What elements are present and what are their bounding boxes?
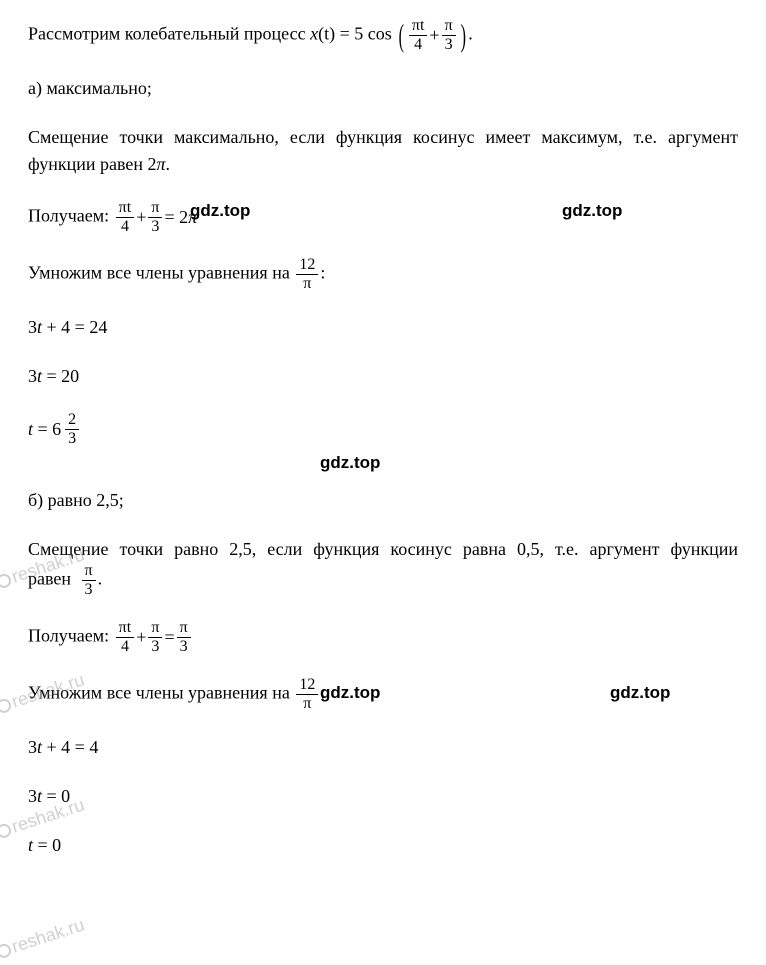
lparen: (	[399, 23, 404, 49]
watermark-gdz-3: gdz.top	[320, 450, 380, 476]
eq-b2: 3t = 0	[28, 783, 738, 810]
eq-a1: 3t + 4 = 24	[28, 314, 738, 341]
frac-b-desc: π 3	[82, 563, 96, 598]
frac-b2: π 3	[148, 620, 162, 655]
plus-1: +	[429, 22, 439, 49]
part-b-mult: Умножим все члены уравнения на 12 π :	[28, 677, 738, 712]
frac-12-pi-a: 12 π	[296, 257, 318, 292]
eq-a2: 3t = 20	[28, 363, 738, 390]
frac-b-rhs: π 3	[177, 620, 191, 655]
frac-23: 2 3	[65, 412, 79, 447]
part-b-label: б) равно 2,5;	[28, 487, 738, 514]
intro-argument: ( πt 4 + π 3 )	[396, 18, 468, 53]
frac-pi-3: π 3	[442, 18, 456, 53]
part-b-desc: Смещение точки равно 2,5, если функция к…	[28, 536, 738, 598]
frac-a2: π 3	[148, 200, 162, 235]
watermark-reshak-4: reshak.ru	[0, 912, 88, 965]
part-a-equation: Получаем: πt 4 + π 3 = 2π	[28, 200, 738, 235]
intro-dot: .	[468, 24, 473, 44]
part-b-equation: Получаем: πt 4 + π 3 = π 3	[28, 620, 738, 655]
eq-a3: t = 6 2 3	[28, 412, 738, 447]
part-a-desc: Смещение точки максимально, если функция…	[28, 124, 738, 178]
rparen: )	[460, 23, 465, 49]
part-a-label: а) максимально;	[28, 75, 738, 102]
intro-x: x	[310, 24, 318, 44]
intro-prefix: Рассмотрим колебательный процесс	[28, 24, 310, 44]
part-a-mult: Умножим все члены уравнения на 12 π :	[28, 257, 738, 292]
frac-a1: πt 4	[116, 200, 135, 235]
intro-func: (t) = 5 cos	[318, 24, 392, 44]
frac-pit-4: πt 4	[409, 18, 428, 53]
frac-b1: πt 4	[116, 620, 135, 655]
eq-b1: 3t + 4 = 4	[28, 734, 738, 761]
intro-line: Рассмотрим колебательный процесс x(t) = …	[28, 18, 738, 53]
frac-12-pi-b: 12 π	[296, 677, 318, 712]
eq-b3: t = 0	[28, 832, 738, 859]
